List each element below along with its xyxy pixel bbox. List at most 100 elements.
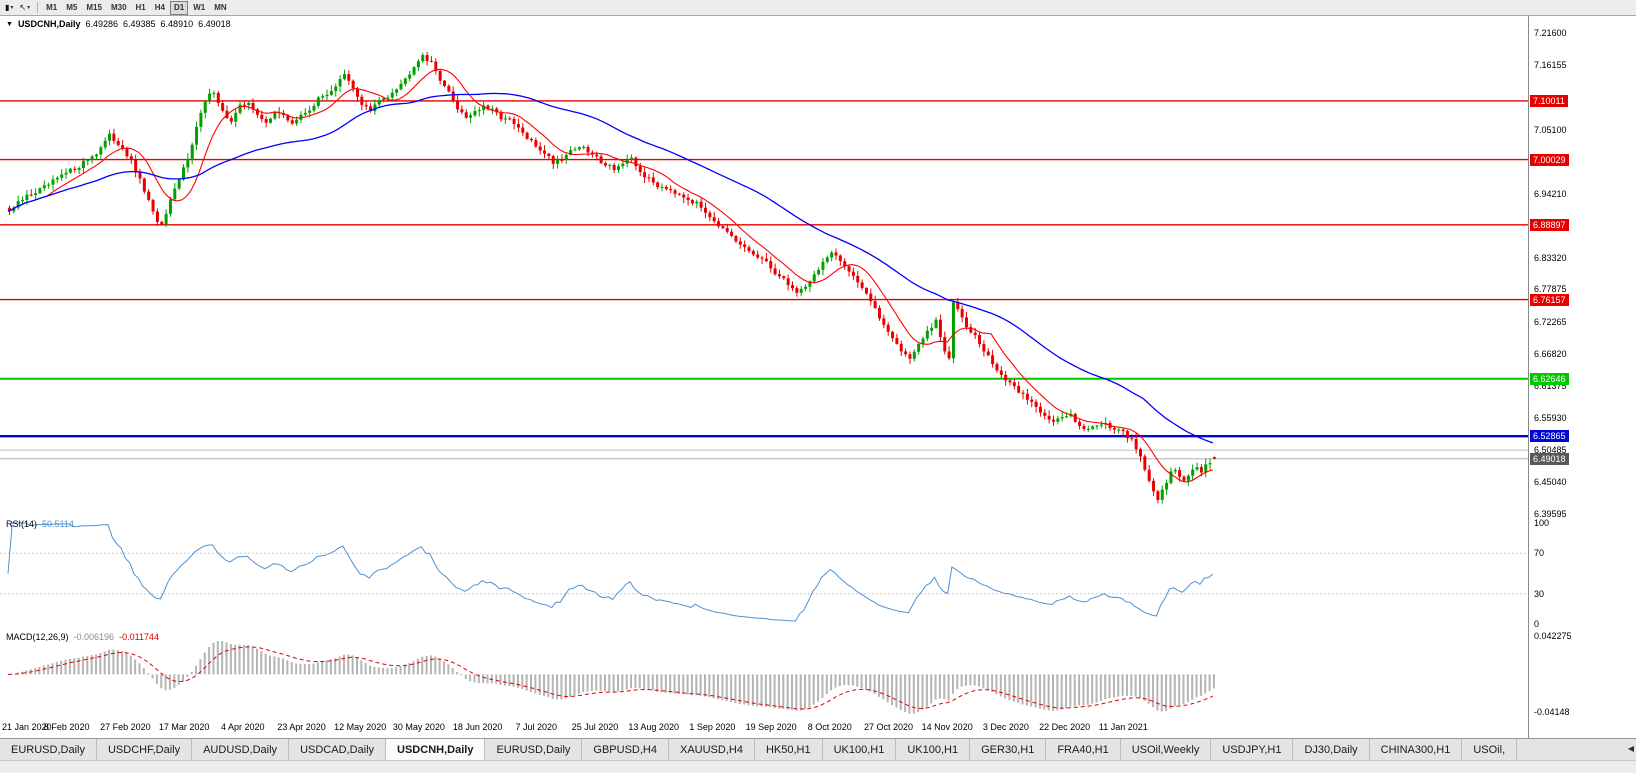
chart-tabbar: EURUSD,Daily USDCHF,Daily AUDUSD,Daily USDC… [0, 738, 1636, 760]
price-axis-label: 6.94210 [1534, 188, 1567, 199]
rsi-axis-label: 30 [1534, 588, 1545, 599]
ohlc-low-value: 6.48910 [160, 19, 194, 29]
timeframe-toolbar: ▮ ▾ ↖ ▾ M1 M5 M15 M30 H1 H4 D1 W1 MN [0, 0, 1636, 16]
date-axis-label: 27 Feb 2020 [100, 722, 151, 732]
price-axis-label: 6.66820 [1534, 349, 1567, 360]
main-chart-panel[interactable]: ▼ USDCNH,Daily 6.49286 6.49385 6.48910 6… [0, 16, 1636, 517]
ma-slow-line[interactable] [7, 92, 1214, 444]
date-axis-label: 3 Dec 2020 [982, 722, 1029, 732]
rsi-axis-label: 0 [1534, 619, 1540, 629]
price-axis-label: 7.05100 [1534, 124, 1567, 135]
timeframe-button-h1[interactable]: H1 [132, 1, 150, 15]
timeframe-button-m1[interactable]: M1 [42, 1, 61, 15]
chart-tab-17-usoil-[interactable]: USOil, [1462, 739, 1518, 760]
price-axis-label: 7.16155 [1534, 59, 1567, 70]
chart-tab-3-usdcad-daily[interactable]: USDCAD,Daily [289, 739, 387, 760]
rsi-axis-label: 70 [1534, 548, 1545, 559]
timeframe-button-m15[interactable]: M15 [82, 1, 106, 15]
chart-tab-5-eurusd-daily[interactable]: EURUSD,Daily [485, 739, 583, 760]
chart-tab-8-hk50-h1[interactable]: HK50,H1 [754, 739, 823, 760]
toolbar-separator [37, 2, 39, 13]
ohlc-open-value: 6.49286 [85, 19, 118, 29]
date-axis-label: 18 Jun 2020 [452, 722, 503, 732]
macd-signal-line [7, 646, 1214, 710]
date-axis-label: 7 Jul 2020 [515, 722, 558, 732]
price-axis-label: 6.55930 [1534, 413, 1567, 424]
tab-scroll-left-icon[interactable]: ◀ [1627, 744, 1634, 753]
date-axis-label: 25 Jul 2020 [571, 722, 619, 732]
rsi-title: RSI(14) 50.5114 [6, 519, 74, 529]
price-axis-label: 6.77875 [1534, 284, 1567, 295]
macd-axis-label: 0.042275 [1534, 631, 1572, 641]
status-strip [0, 760, 1636, 773]
chart-tab-16-china300-h1[interactable]: CHINA300,H1 [1369, 739, 1463, 760]
price-axis-label: 6.61375 [1534, 381, 1567, 392]
chart-type-icon: ▮ [5, 2, 10, 12]
rsi-indicator-panel[interactable]: RSI(14) 50.5114 [0, 517, 1636, 630]
chart-tab-10-uk100-h1[interactable]: UK100,H1 [896, 739, 971, 760]
chart-tab-4-usdcnh-daily[interactable]: USDCNH,Daily [386, 739, 486, 760]
rsi-axis-label: 100 [1534, 518, 1550, 528]
date-axis-label: 8 Oct 2020 [807, 722, 852, 732]
price-axis-label: 6.45040 [1534, 477, 1567, 488]
date-axis-label: 27 Oct 2020 [863, 722, 914, 732]
timeframe-button-h4[interactable]: H4 [151, 1, 169, 15]
date-axis-label: 8 Feb 2020 [43, 722, 90, 732]
chart-tab-0-eurusd-daily[interactable]: EURUSD,Daily [0, 739, 97, 760]
level-price-badge: 6.62646 [1530, 372, 1569, 385]
price-axis[interactable]: 7.21600 7.16155 7.05100 6.94210 6.83320 6.778… [1528, 16, 1636, 738]
chart-tab-9-uk100-h1[interactable]: UK100,H1 [822, 739, 897, 760]
time-axis[interactable]: 21 Jan 2020 8 Feb 2020 27 Feb 2020 17 Mar 2… [0, 718, 1636, 738]
date-axis-label: 30 May 2020 [392, 722, 445, 732]
ma-fast-line[interactable] [7, 68, 1214, 483]
rsi-line [7, 522, 1214, 622]
chart-tab-2-audusd-daily[interactable]: AUDUSD,Daily [192, 739, 290, 760]
timeframe-button-d1[interactable]: D1 [169, 0, 189, 15]
level-price-badge: 6.76157 [1530, 293, 1569, 306]
chart-type-dropdown[interactable]: ▮ ▾ [2, 1, 16, 15]
price-axis-label: 6.72265 [1534, 317, 1567, 328]
macd-label: MACD(12,26,9) [6, 632, 69, 642]
date-axis-label: 14 Nov 2020 [921, 722, 973, 732]
chevron-down-icon: ▾ [27, 5, 31, 11]
macd-indicator-panel[interactable]: MACD(12,26,9) -0.006196 -0.011744 [0, 630, 1636, 718]
ohlc-high-value: 6.49385 [123, 19, 156, 29]
timeframe-button-group: M1 M5 M15 M30 H1 H4 D1 W1 MN [42, 0, 231, 15]
date-axis-label: 11 Jan 2021 [1098, 722, 1148, 732]
chart-tab-6-gbpusd-h4[interactable]: GBPUSD,H4 [582, 739, 669, 760]
chart-tab-1-usdchf-daily[interactable]: USDCHF,Daily [96, 739, 193, 760]
candlestick-series [8, 51, 1216, 504]
timeframe-button-m5[interactable]: M5 [62, 1, 81, 15]
date-axis-label: 21 Jan 2020 [2, 722, 52, 732]
chart-tab-12-fra40-h1[interactable]: FRA40,H1 [1046, 739, 1121, 760]
date-axis-label: 4 Apr 2020 [221, 722, 265, 732]
price-axis-label: 7.21600 [1534, 28, 1567, 38]
chart-tab-7-xauusd-h4[interactable]: XAUUSD,H4 [668, 739, 755, 760]
date-axis-label: 23 Apr 2020 [277, 722, 326, 732]
chart-symbol-label: USDCNH,Daily [17, 19, 81, 29]
level-price-badge: 6.88897 [1530, 218, 1569, 231]
chevron-down-icon: ▾ [10, 5, 14, 11]
macd-plot-canvas [0, 630, 1528, 718]
macd-main-value: -0.006196 [73, 632, 115, 642]
date-axis-label: 19 Sep 2020 [745, 722, 797, 732]
rsi-plot-canvas [0, 517, 1528, 630]
rsi-current-value: 50.5114 [42, 519, 74, 529]
macd-axis-label: -0.04148 [1534, 707, 1570, 717]
chart-title: ▼ USDCNH,Daily 6.49286 6.49385 6.48910 6… [6, 19, 231, 29]
chart-tab-13-usoil-weekly[interactable]: USOil,Weekly [1120, 739, 1212, 760]
collapse-triangle-icon[interactable]: ▼ [6, 20, 13, 28]
ohlc-close-value: 6.49018 [198, 19, 231, 29]
level-price-badge: 7.00029 [1530, 153, 1569, 166]
chart-tab-11-ger30-h1[interactable]: GER30,H1 [970, 739, 1047, 760]
chart-tab-14-usdjpy-h1[interactable]: USDJPY,H1 [1211, 739, 1294, 760]
chart-tab-15-dj30-daily[interactable]: DJ30,Daily [1293, 739, 1370, 760]
cursor-tool-dropdown[interactable]: ↖ ▾ [16, 1, 33, 15]
macd-title: MACD(12,26,9) -0.006196 -0.011744 [6, 632, 159, 642]
timeframe-button-w1[interactable]: W1 [189, 1, 209, 15]
timeframe-button-mn[interactable]: MN [210, 1, 230, 15]
timeframe-button-m30[interactable]: M30 [107, 1, 131, 15]
date-axis-label: 17 Mar 2020 [158, 722, 210, 732]
candlestick-chart-canvas[interactable] [0, 16, 1528, 517]
